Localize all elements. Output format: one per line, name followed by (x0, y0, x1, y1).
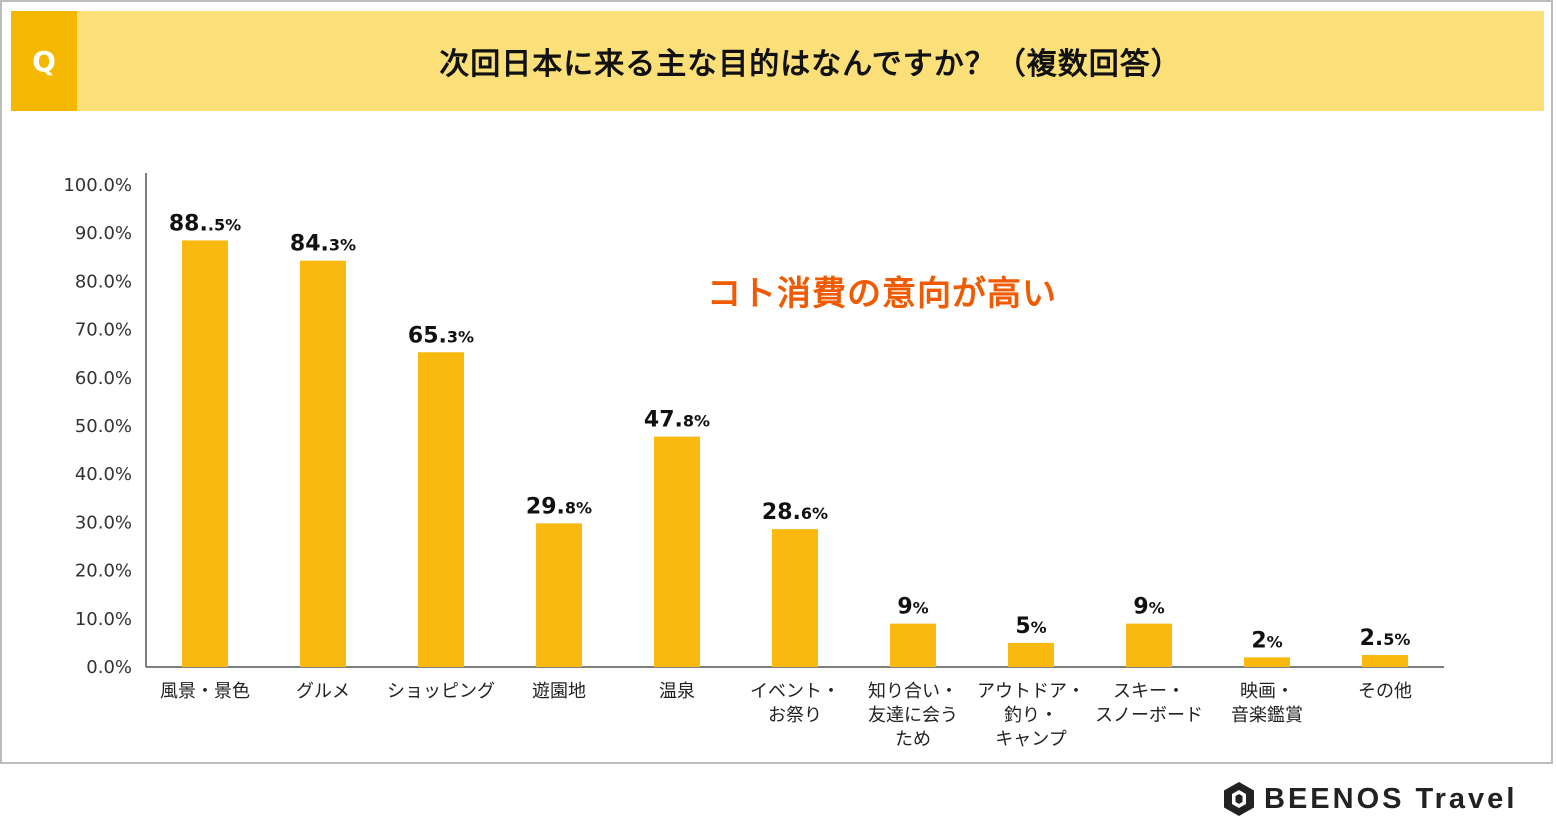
category-label: ショッピング (387, 681, 495, 702)
category-label: 映画・ (1240, 681, 1294, 702)
value-label-suffix: 5% (1383, 630, 1410, 649)
question-banner: 次回日本に来る主な目的はなんですか？（複数回答） (77, 11, 1544, 111)
category-label: 風景・景色 (160, 681, 250, 702)
bar (1244, 657, 1290, 667)
value-label: 88..5% (169, 211, 241, 236)
y-tick-label: 70.0% (75, 320, 132, 341)
y-tick-label: 30.0% (75, 512, 132, 533)
value-label: 2.5% (1360, 626, 1411, 651)
value-label-main: 47. (644, 408, 683, 433)
bar (300, 260, 346, 667)
value-label: 65.3% (408, 323, 474, 348)
category-label: グルメ (296, 681, 350, 702)
value-label: 5% (1015, 614, 1046, 639)
bar (1008, 642, 1054, 667)
value-label-suffix: % (1267, 632, 1283, 651)
y-tick-label: 80.0% (75, 271, 132, 292)
value-label-main: 5 (1015, 614, 1030, 639)
y-tick-label: 100.0% (63, 175, 132, 196)
value-label-main: 9 (1133, 595, 1148, 620)
y-tick-label: 60.0% (75, 368, 132, 389)
value-label: 9% (897, 595, 928, 620)
category-label: 友達に会う (868, 705, 958, 726)
category-label: アウトドア・ (977, 681, 1085, 702)
y-tick-label: 40.0% (75, 464, 132, 485)
question-badge: Q (11, 11, 77, 111)
value-label-main: 2 (1251, 628, 1266, 653)
category-label: その他 (1358, 681, 1412, 702)
category-label: スキー・ (1113, 681, 1185, 702)
value-label-suffix: % (913, 599, 929, 618)
value-label-main: 2. (1360, 626, 1384, 651)
category-label: ため (895, 729, 931, 750)
bar (890, 623, 936, 667)
y-tick-label: 20.0% (75, 561, 132, 582)
value-label: 47.8% (644, 408, 710, 433)
bar (182, 240, 228, 667)
value-label-suffix: % (1149, 599, 1165, 618)
value-label-suffix: 8% (683, 412, 710, 431)
value-label-main: 88. (169, 211, 208, 236)
value-label-suffix: 3% (329, 236, 356, 255)
category-label: 温泉 (659, 681, 695, 702)
value-label: 84.3% (290, 232, 356, 257)
bar (418, 352, 464, 667)
category-label: キャンプ (995, 729, 1066, 750)
y-tick-label: 90.0% (75, 223, 132, 244)
category-label: 知り合い・ (868, 681, 958, 702)
category-label: スノーボード (1095, 705, 1203, 726)
category-label: 遊園地 (532, 681, 586, 702)
value-label: 9% (1133, 595, 1164, 620)
category-label: お祭り (768, 705, 822, 726)
value-label: 29.8% (526, 494, 592, 519)
y-tick-label: 50.0% (75, 416, 132, 437)
bar (654, 436, 700, 667)
value-label-suffix: % (1031, 618, 1047, 637)
value-label-main: 29. (526, 494, 565, 519)
value-label-suffix: 8% (565, 498, 592, 517)
value-label-main: 9 (897, 595, 912, 620)
bar (1362, 654, 1408, 667)
brand-logo: BEENOS Travel (1222, 779, 1517, 819)
question-title: 次回日本に来る主な目的はなんですか？（複数回答） (439, 47, 1182, 82)
value-label-suffix: .5% (208, 215, 241, 234)
callout-text: コト消費の意向が高い (707, 274, 1057, 314)
category-label: 釣り・ (1004, 705, 1058, 726)
brand-name: BEENOS Travel (1264, 782, 1518, 815)
value-label-main: 84. (290, 232, 329, 257)
value-label-main: 65. (408, 323, 447, 348)
value-label: 28.6% (762, 500, 828, 525)
hexagon-logo-icon (1224, 782, 1254, 816)
value-label-main: 28. (762, 500, 801, 525)
bar (1126, 623, 1172, 667)
value-label-suffix: 6% (801, 504, 828, 523)
category-label: 音楽鑑賞 (1231, 705, 1303, 726)
bar (772, 529, 818, 667)
value-label: 2% (1251, 628, 1282, 653)
y-tick-label: 10.0% (75, 609, 132, 630)
category-label: イベント・ (750, 681, 840, 702)
value-label-suffix: 3% (447, 327, 474, 346)
y-tick-label: 0.0% (86, 657, 132, 678)
bar (536, 523, 582, 667)
